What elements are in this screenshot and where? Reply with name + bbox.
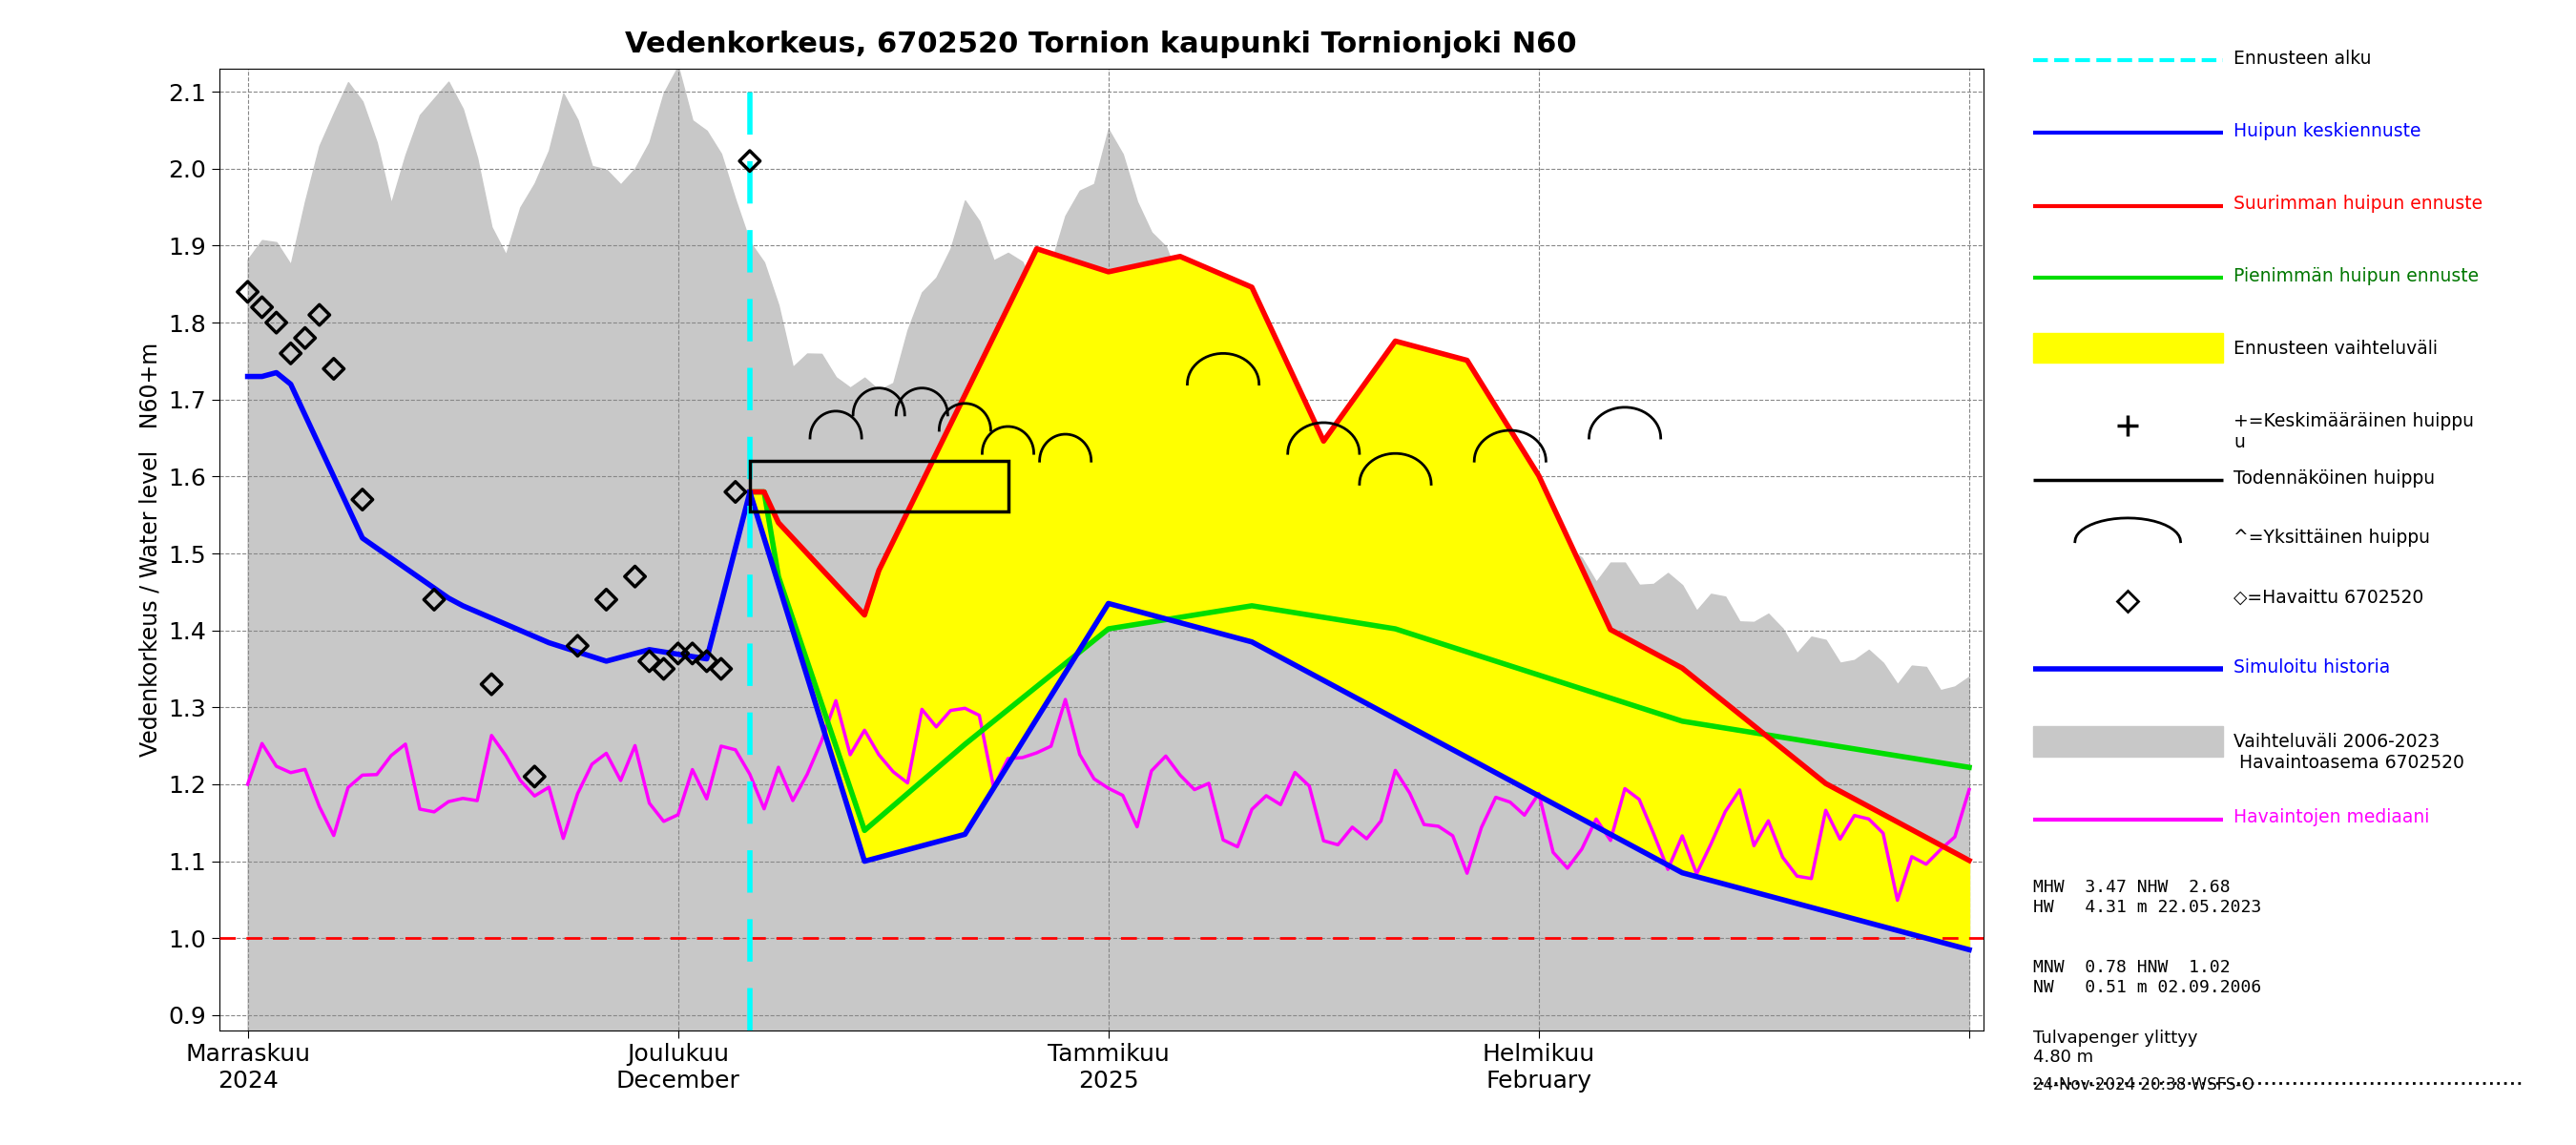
Point bbox=[227, 283, 268, 301]
Point bbox=[515, 767, 556, 785]
Point bbox=[242, 298, 283, 316]
Text: Tulvapenger ylittyy
4.80 m: Tulvapenger ylittyy 4.80 m bbox=[2032, 1029, 2197, 1066]
Text: Havaintojen mediaani: Havaintojen mediaani bbox=[2233, 808, 2429, 827]
Text: 24-Nov-2024 20:38 WSFS-O: 24-Nov-2024 20:38 WSFS-O bbox=[2032, 1076, 2254, 1093]
Text: Vaihteluväli 2006-2023
 Havaintoasema 6702520: Vaihteluväli 2006-2023 Havaintoasema 670… bbox=[2233, 733, 2465, 773]
Point bbox=[556, 637, 598, 655]
Point bbox=[270, 345, 312, 363]
Text: Todennäköinen huippu: Todennäköinen huippu bbox=[2233, 469, 2434, 488]
Text: Pienimmän huipun ennuste: Pienimmän huipun ennuste bbox=[2233, 267, 2478, 285]
Text: ^=Yksittäinen huippu: ^=Yksittäinen huippu bbox=[2233, 529, 2429, 547]
Text: ◇=Havaittu 6702520: ◇=Havaittu 6702520 bbox=[2233, 589, 2424, 606]
Text: +=Keskimääräinen huippu
u: +=Keskimääräinen huippu u bbox=[2233, 412, 2473, 451]
Point bbox=[585, 591, 626, 609]
Point bbox=[672, 645, 714, 663]
Bar bbox=[2032, 333, 2223, 363]
Point bbox=[255, 314, 296, 332]
Point bbox=[629, 652, 670, 670]
Bar bbox=[750, 461, 1007, 511]
Text: MHW  3.47 NHW  2.68
HW   4.31 m 22.05.2023: MHW 3.47 NHW 2.68 HW 4.31 m 22.05.2023 bbox=[2032, 878, 2262, 916]
Bar bbox=[2032, 727, 2223, 757]
Point bbox=[471, 676, 513, 694]
Text: Ennusteen alku: Ennusteen alku bbox=[2233, 49, 2372, 68]
Point bbox=[299, 306, 340, 324]
Y-axis label: Vedenkorkeus / Water level   N60+m: Vedenkorkeus / Water level N60+m bbox=[139, 342, 162, 757]
Text: MNW  0.78 HNW  1.02
NW   0.51 m 02.09.2006: MNW 0.78 HNW 1.02 NW 0.51 m 02.09.2006 bbox=[2032, 960, 2262, 996]
Point bbox=[657, 645, 698, 663]
Point bbox=[701, 660, 742, 678]
Text: Simuloitu historia: Simuloitu historia bbox=[2233, 658, 2391, 676]
Point bbox=[415, 591, 456, 609]
Text: Huipun keskiennuste: Huipun keskiennuste bbox=[2233, 121, 2421, 140]
Point bbox=[314, 360, 355, 378]
Point bbox=[644, 660, 685, 678]
Point bbox=[685, 652, 726, 670]
Point bbox=[729, 152, 770, 171]
Point bbox=[714, 483, 755, 502]
Point bbox=[343, 490, 384, 508]
Title: Vedenkorkeus, 6702520 Tornion kaupunki Tornionjoki N60: Vedenkorkeus, 6702520 Tornion kaupunki T… bbox=[626, 31, 1577, 58]
Point bbox=[616, 568, 657, 586]
Text: Ennusteen vaihteluväli: Ennusteen vaihteluväli bbox=[2233, 339, 2437, 357]
Text: Suurimman huipun ennuste: Suurimman huipun ennuste bbox=[2233, 195, 2483, 213]
Point bbox=[283, 329, 325, 347]
